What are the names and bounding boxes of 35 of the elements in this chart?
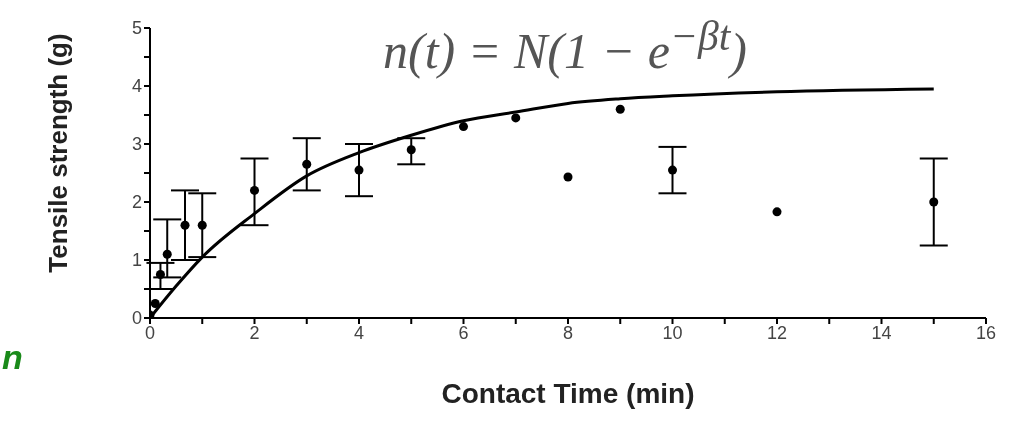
y-tick-label: 2 xyxy=(131,192,142,213)
point xyxy=(929,197,939,207)
point xyxy=(667,165,678,175)
point xyxy=(155,269,165,280)
point xyxy=(150,298,160,309)
x-tick-label: 14 xyxy=(871,322,892,343)
y-tick-label: 0 xyxy=(131,308,142,329)
y-tick-label: 1 xyxy=(131,250,142,271)
x-tick-label: 8 xyxy=(562,322,574,343)
point xyxy=(615,104,625,114)
y-tick-label: 3 xyxy=(131,134,142,155)
x-tick-label: 0 xyxy=(144,322,156,343)
point xyxy=(197,220,207,230)
x-tick-label: 6 xyxy=(458,322,469,343)
x-tick-label: 16 xyxy=(975,322,997,343)
y-tick-label: 4 xyxy=(131,76,142,97)
point xyxy=(406,145,416,155)
point xyxy=(458,122,469,132)
text: n xyxy=(2,338,23,377)
point xyxy=(563,172,573,182)
point xyxy=(511,113,521,123)
point xyxy=(302,159,312,169)
point xyxy=(354,165,364,175)
x-tick-label: 4 xyxy=(353,322,365,343)
y-tick-label: 5 xyxy=(131,18,142,39)
x-axis-title: Contact Time (min) xyxy=(441,378,695,409)
x-tick-label: 12 xyxy=(766,322,788,343)
point xyxy=(249,185,260,195)
x-tick-label: 2 xyxy=(249,322,260,343)
x-tick-label: 10 xyxy=(662,322,683,343)
point xyxy=(772,207,782,217)
y-axis-title: Tensile strength (g) xyxy=(43,32,73,275)
point xyxy=(162,249,172,259)
point xyxy=(180,220,190,230)
annotation: n(t) = N(1 − e$^{−βt}$) xyxy=(383,12,747,80)
